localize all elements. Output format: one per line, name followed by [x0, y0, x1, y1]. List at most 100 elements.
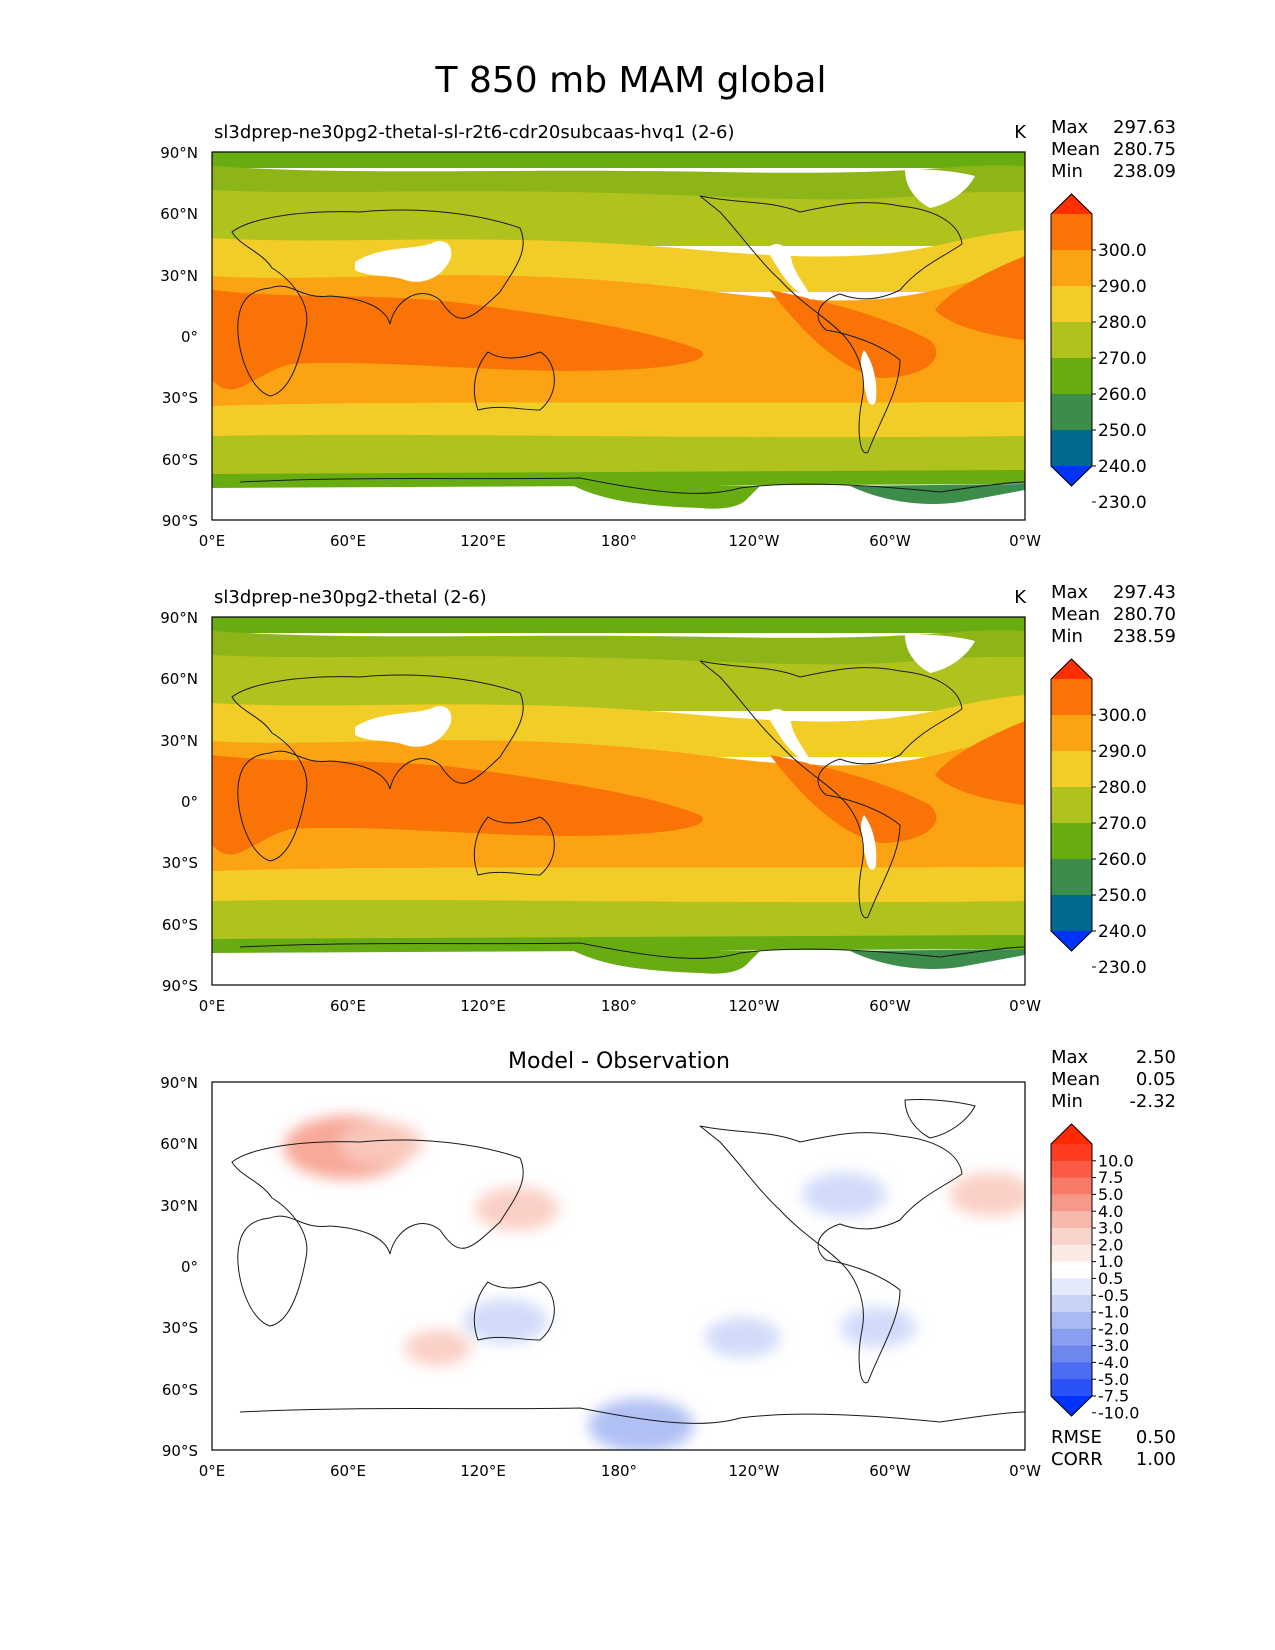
field-band	[860, 350, 877, 405]
colorbar-tick-label: -0.5	[1098, 1286, 1129, 1305]
colorbar-tick-label: 3.0	[1098, 1219, 1123, 1238]
colorbar-swatch	[1051, 250, 1092, 287]
xtick-label: 0°E	[199, 1462, 226, 1480]
colorbar-tick-label: 1.0	[1098, 1252, 1123, 1271]
field-band	[212, 630, 1025, 665]
xtick-label: 60°E	[330, 997, 366, 1015]
xtick-label: 60°W	[869, 1462, 911, 1480]
colorbar-tick-label: 290.0	[1098, 742, 1147, 762]
colorbar-tick-label: 230.0	[1098, 958, 1147, 978]
colorbar-swatch	[1051, 1194, 1092, 1212]
panel-3-frame	[211, 1081, 1026, 1451]
ytick-label: 30°S	[162, 854, 198, 872]
xtick-label: 120°W	[729, 1462, 780, 1480]
panel-3-title: Model - Observation	[508, 1049, 730, 1074]
colorbar-swatch	[1051, 322, 1092, 359]
panel-1-frame	[211, 151, 1026, 521]
colorbar-swatch	[1051, 1278, 1092, 1296]
colorbar-swatch	[1051, 1312, 1092, 1330]
colorbar-extend-min	[1051, 931, 1092, 951]
field-band	[905, 169, 975, 208]
colorbar-swatch	[1051, 214, 1092, 251]
xtick-label: 180°	[601, 997, 637, 1015]
panel-2-frame	[211, 616, 1026, 986]
colorbar-tick-label: -10.0	[1098, 1403, 1139, 1422]
colorbar-swatch	[1051, 394, 1092, 431]
field-band	[212, 152, 1025, 168]
anomaly-layer	[283, 1115, 1025, 1450]
panel-2-xticks: 0°E 60°E 120°E 180° 120°W 60°W 0°W	[199, 997, 1041, 1015]
field-band	[860, 815, 877, 870]
negative-anomaly	[588, 1398, 695, 1450]
field-band	[212, 402, 1025, 442]
panel-2-colorbar: 300.0 290.0 280.0 270.0 260.0 250.0 240.0 230.0	[1050, 658, 1147, 978]
stat-max-label: Max	[1051, 117, 1089, 138]
colorbar-swatch	[1051, 751, 1092, 788]
colorbar-tick-label: 5.0	[1098, 1185, 1123, 1204]
colorbar-tick-label: 7.5	[1098, 1168, 1123, 1187]
colorbar-swatch	[1051, 430, 1092, 467]
colorbar-swatch	[1051, 1211, 1092, 1229]
panel-3-coastlines	[231, 1098, 1025, 1424]
panel-1-stats: Max 297.63 Mean 280.75 Min 238.09	[1051, 117, 1176, 182]
panel-3-xticks: 0°E 60°E 120°E 180° 120°W 60°W 0°W	[199, 1462, 1041, 1480]
stat-min-label: Min	[1051, 161, 1083, 182]
colorbar-tick-label: 280.0	[1098, 313, 1147, 333]
ytick-label: 0°	[181, 1258, 198, 1276]
panel-3-yticks: 90°N 60°N 30°N 0° 30°S 60°S 90°S	[160, 1074, 198, 1460]
stat-mean-label: Mean	[1051, 604, 1100, 625]
stat-max-label: Max	[1051, 1047, 1089, 1068]
xtick-label: 120°E	[460, 997, 506, 1015]
colorbar-tick-label: -4.0	[1098, 1353, 1129, 1372]
colorbar-extend-max	[1051, 194, 1092, 214]
ytick-label: 60°S	[162, 451, 198, 469]
colorbar-swatch	[1051, 358, 1092, 395]
field-band	[935, 256, 1025, 340]
ytick-label: 30°N	[160, 732, 198, 750]
stat-max-value: 2.50	[1136, 1047, 1176, 1068]
ytick-label: 90°N	[160, 144, 198, 162]
field-band	[212, 949, 1025, 985]
panel-1-map	[212, 152, 1025, 520]
field-band	[212, 655, 1025, 711]
ytick-label: 30°S	[162, 389, 198, 407]
xtick-label: 0°E	[199, 532, 226, 550]
ytick-label: 30°N	[160, 267, 198, 285]
panel-3-colorbar: 10.07.55.04.03.02.01.00.5-0.5-1.0-2.0-3.…	[1050, 1123, 1139, 1422]
colorbar-tick-label: 2.0	[1098, 1235, 1123, 1254]
xtick-label: 120°E	[460, 532, 506, 550]
colorbar-tick-label: 240.0	[1098, 922, 1147, 942]
colorbar-extend-min	[1051, 466, 1092, 486]
field-band	[212, 434, 1025, 478]
colorbar-tick-label: 0.5	[1098, 1269, 1123, 1288]
stat-min-label: Min	[1051, 626, 1083, 647]
panel-3-metrics: RMSE 0.50 CORR 1.00	[1051, 1427, 1176, 1470]
stat-mean-label: Mean	[1051, 1069, 1100, 1090]
stat-min-label: Min	[1051, 1091, 1083, 1112]
field-band	[850, 484, 1025, 505]
colorbar-extend-max	[1051, 659, 1092, 679]
colorbar-tick-label: 230.0	[1098, 493, 1147, 513]
panel-3-map	[212, 1082, 1025, 1450]
colorbar-tick-label: -2.0	[1098, 1319, 1129, 1338]
ytick-label: 60°N	[160, 205, 198, 223]
panel-1-colorbar: 300.0 290.0 280.0 270.0 260.0 250.0 240.0 230.0	[1050, 193, 1147, 513]
xtick-label: 120°W	[729, 997, 780, 1015]
field-band	[212, 755, 704, 855]
xtick-label: 0°E	[199, 997, 226, 1015]
field-band	[355, 241, 452, 282]
colorbar-swatch	[1051, 1362, 1092, 1380]
ytick-label: 90°N	[160, 1074, 198, 1092]
colorbar-swatch	[1051, 1144, 1092, 1162]
ytick-label: 90°S	[162, 977, 198, 995]
colorbar-tick-label: -1.0	[1098, 1303, 1129, 1322]
ytick-label: 60°N	[160, 670, 198, 688]
panel-1-coastlines	[231, 195, 1025, 494]
panel-3-stats: Max 2.50 Mean 0.05 Min -2.32	[1051, 1047, 1176, 1112]
positive-anomaly	[339, 1121, 424, 1166]
colorbar-swatch	[1051, 1244, 1092, 1263]
ytick-label: 60°N	[160, 1135, 198, 1153]
field-band	[212, 899, 1025, 943]
field-band	[570, 484, 760, 509]
field-band	[768, 243, 812, 300]
